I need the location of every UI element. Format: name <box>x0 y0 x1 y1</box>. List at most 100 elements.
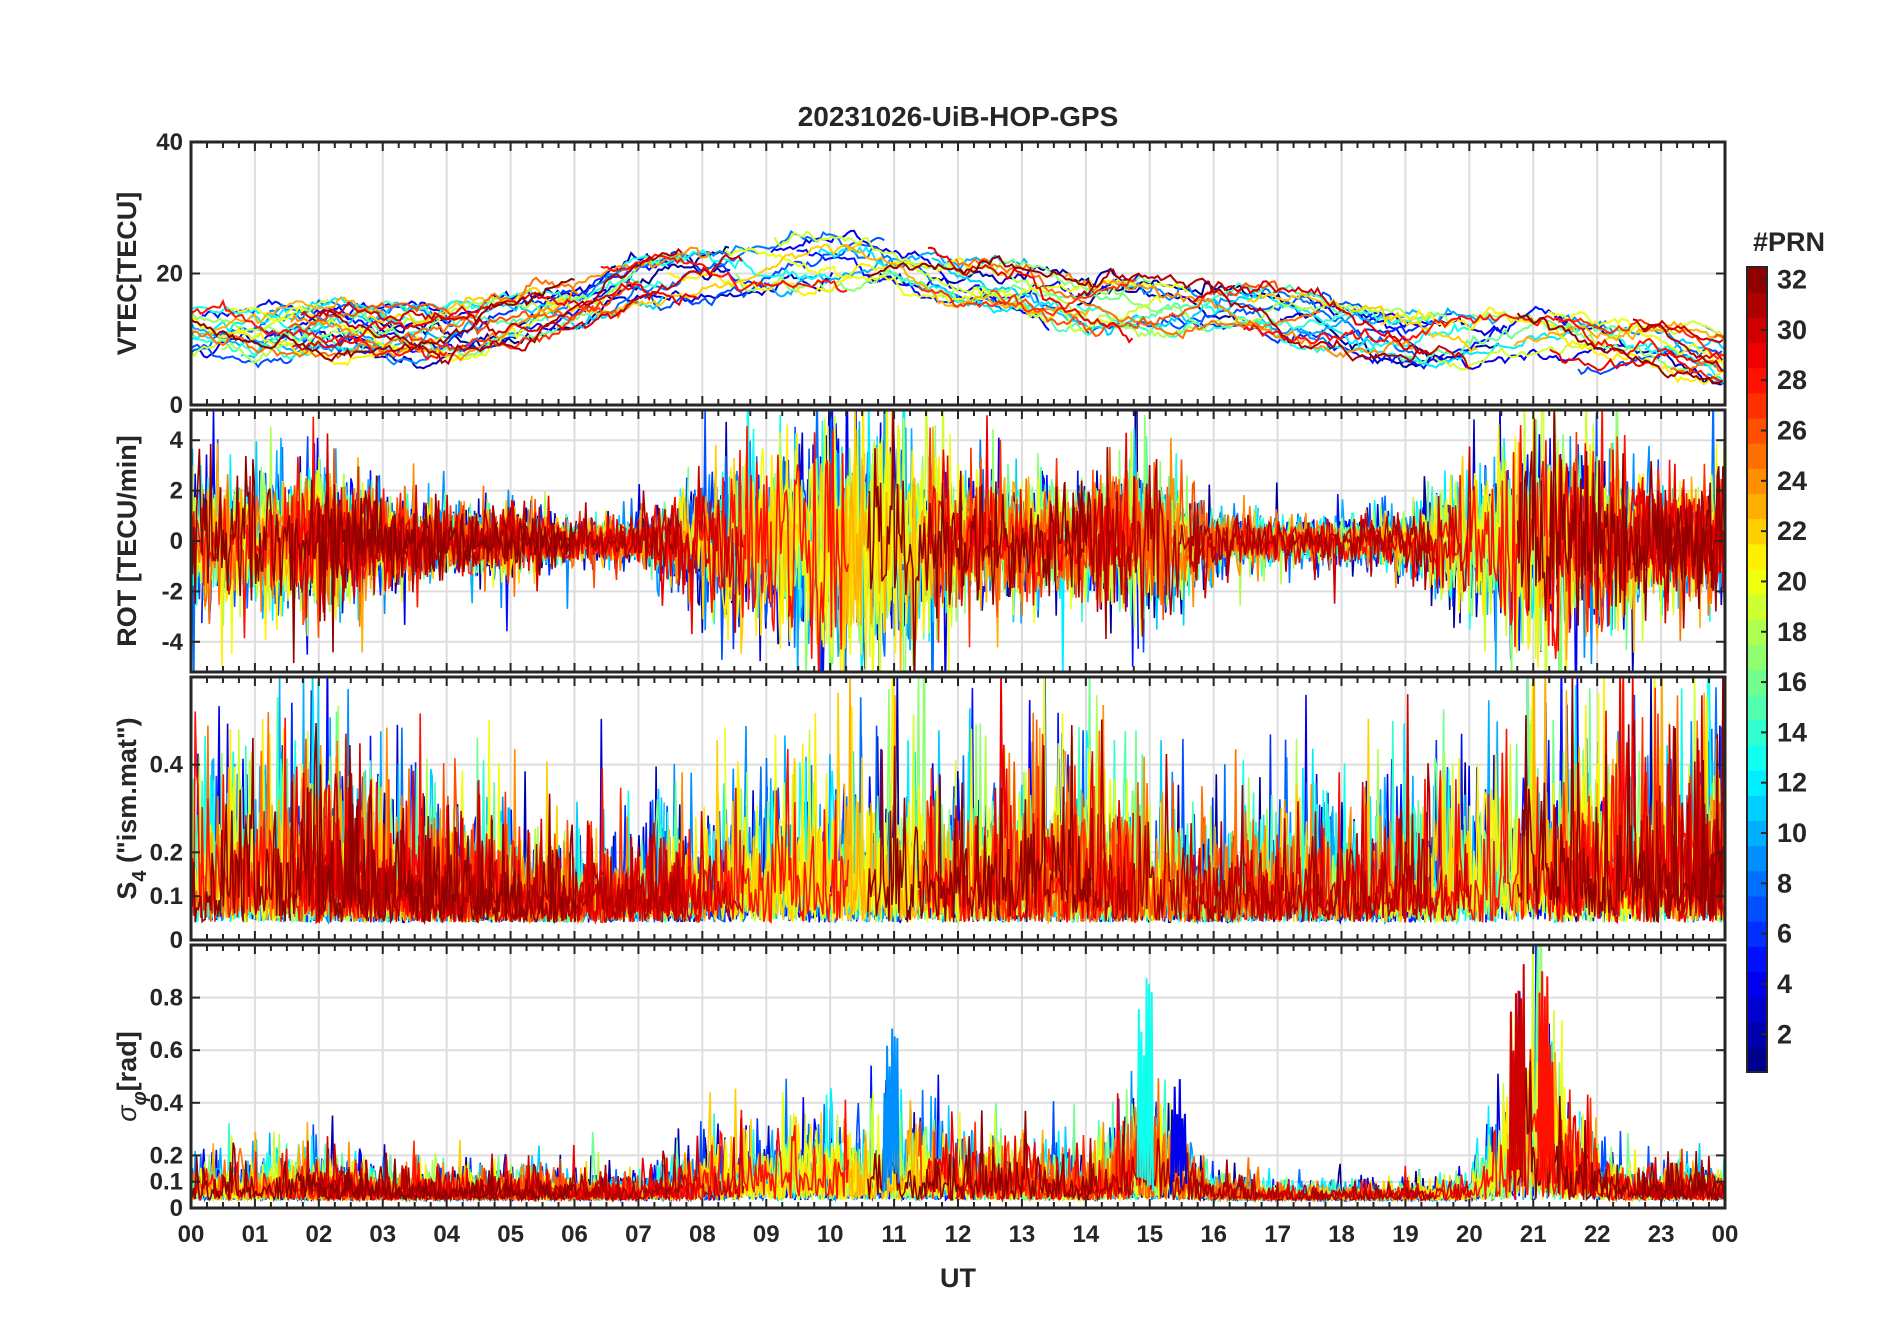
series-prn-26 <box>288 300 638 336</box>
y-tick-label: 0.4 <box>150 1090 184 1117</box>
x-tick-label: 22 <box>1584 1221 1611 1248</box>
colorbar-swatch <box>1747 719 1767 746</box>
series-prn-31 <box>1077 268 1431 363</box>
series-prn-32 <box>867 725 1093 923</box>
x-tick-label: 06 <box>561 1221 588 1248</box>
x-ticks <box>190 945 1726 1208</box>
x-tick-label: 05 <box>497 1221 524 1248</box>
colorbar-tick-label: 30 <box>1777 315 1807 345</box>
colorbar-swatch <box>1747 367 1767 394</box>
colorbar-tick-label: 6 <box>1777 919 1792 949</box>
series-prn-13 <box>1607 333 1723 381</box>
x-tick-label: 08 <box>689 1221 716 1248</box>
series-prn-25 <box>1670 359 1725 376</box>
colorbar-swatch <box>1747 795 1767 822</box>
colorbar-label: #PRN <box>1753 227 1825 257</box>
y-tick-label: 0 <box>170 1195 183 1222</box>
colorbar-tick-label: 16 <box>1777 667 1807 697</box>
colorbar-tick-label: 32 <box>1777 265 1807 295</box>
colorbar-tick-label: 26 <box>1777 416 1807 446</box>
series-prn-26 <box>1713 333 1725 340</box>
y-tick-label: 0.8 <box>150 985 183 1012</box>
y-axis-s4: 0 0.1 0.2 0.4 <box>150 752 1725 954</box>
y-tick-label: 20 <box>156 261 183 288</box>
y-tick-label: 0.1 <box>150 883 183 910</box>
colorbar-tick-label: 28 <box>1777 365 1807 395</box>
colorbar-tick-label: 20 <box>1777 566 1807 596</box>
series-prn-27 <box>1557 431 1725 633</box>
colorbar-swatch <box>1747 845 1767 872</box>
y-tick-label: 0.4 <box>150 752 184 779</box>
panel-rot: -4 -2 0 2 4 ROT [TECU/min] <box>112 408 1727 674</box>
series-spike <box>882 1028 900 1193</box>
series-prn-31 <box>316 247 683 366</box>
series-prn-31 <box>1077 719 1432 924</box>
colorbar-swatch <box>1747 644 1767 671</box>
y-axis-label-vtec: VTEC[TECU] <box>112 192 142 356</box>
x-tick-label: 00 <box>178 1221 205 1248</box>
colorbar-swatch <box>1747 870 1767 897</box>
y-tick-label: -4 <box>162 629 184 656</box>
panel-vtec: 0 20 40 VTEC[TECU] <box>112 129 1727 419</box>
series-prn-22 <box>1246 290 1479 354</box>
series-prn-27 <box>1558 317 1725 361</box>
series-prn-20 <box>1547 310 1725 365</box>
x-tick-label: 07 <box>625 1221 652 1248</box>
y-tick-label: 0 <box>170 392 183 419</box>
x-tick-label: 19 <box>1392 1221 1419 1248</box>
colorbar-swatch <box>1747 946 1767 972</box>
x-tick-label: 21 <box>1520 1221 1547 1248</box>
colorbar-swatch <box>1747 493 1767 520</box>
x-tick-label: 10 <box>817 1221 844 1248</box>
series-prn-32 <box>1516 410 1725 626</box>
series-group <box>191 677 1725 926</box>
colorbar-swatch <box>1747 744 1767 771</box>
colorbar-tick-label: 2 <box>1777 1019 1792 1049</box>
y-axis-rot: -4 -2 0 2 4 <box>162 427 1725 656</box>
series-prn-30 <box>1189 280 1472 370</box>
colorbar-tick-label: 8 <box>1777 868 1792 898</box>
x-ticks <box>190 677 1726 940</box>
colorbar-swatch <box>1747 770 1767 796</box>
colorbar-swatch <box>1747 1021 1767 1048</box>
series-prn-30 <box>300 253 743 336</box>
series-prn-21 <box>1380 306 1724 385</box>
y-tick-label: 2 <box>170 478 183 505</box>
y-tick-label: 0.2 <box>150 1142 183 1169</box>
colorbar-swatch <box>1747 342 1767 369</box>
x-tick-label: 14 <box>1072 1221 1099 1248</box>
series-spike <box>1537 971 1555 1194</box>
y-label-main: σ <box>112 1104 142 1122</box>
x-tick-label: 18 <box>1328 1221 1355 1248</box>
colorbar-tick-label: 14 <box>1777 717 1807 747</box>
series-prn-8 <box>608 229 1003 315</box>
colorbar-swatch <box>1747 1046 1767 1073</box>
panel-sigma_phi: 00.10.2 0.4 0.6 0.8 σφ[rad] <box>112 943 1727 1222</box>
series-spike <box>1508 964 1526 1195</box>
x-ticks <box>190 410 1726 672</box>
series-prn-28 <box>1242 677 1725 923</box>
colorbar-swatch <box>1747 669 1767 696</box>
series-prn-19 <box>773 230 1162 333</box>
colorbar-frame <box>1746 266 1768 1073</box>
series-spike <box>1136 978 1154 1192</box>
y-tick-label: 0.2 <box>150 839 183 866</box>
series-prn-32 <box>867 410 1093 672</box>
y-label-main: S <box>112 882 142 900</box>
colorbar-swatch <box>1747 392 1767 419</box>
series-prn-32 <box>867 255 1093 288</box>
colorbar-swatch <box>1747 468 1767 495</box>
colorbar-swatch <box>1747 594 1767 620</box>
series-prn-26 <box>989 280 1282 338</box>
x-tick-label: 20 <box>1456 1221 1483 1248</box>
series-prn-27 <box>918 278 1137 317</box>
series-prn-32 <box>867 1110 1093 1201</box>
series-prn-31 <box>1632 318 1724 372</box>
series-prn-23 <box>842 243 1090 317</box>
series-prn-10 <box>191 320 482 355</box>
x-tick-label: 17 <box>1264 1221 1291 1248</box>
x-tick-label: 09 <box>753 1221 780 1248</box>
colorbar-tick-label: 10 <box>1777 818 1807 848</box>
series-prn-32 <box>1516 312 1723 385</box>
